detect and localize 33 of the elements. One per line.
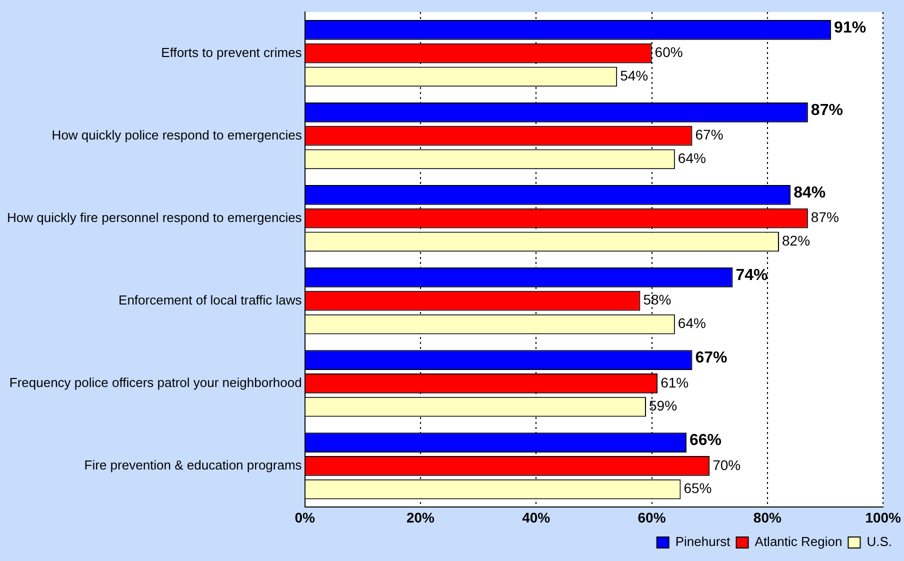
data-label: 87%	[810, 102, 843, 119]
data-label: 58%	[643, 292, 672, 308]
data-label: 66%	[689, 432, 722, 449]
data-label: 91%	[834, 19, 866, 36]
data-label: 61%	[660, 374, 689, 390]
legend-label: Atlantic Region	[754, 534, 842, 550]
data-label: 70%	[712, 456, 741, 473]
legend-label: U.S.	[866, 534, 892, 550]
data-label: 59%	[649, 398, 678, 414]
x-tick-label: 0%	[294, 509, 316, 526]
x-tick-label: 80%	[753, 509, 782, 526]
x-tick-label: 40%	[522, 509, 551, 526]
data-label: 74%	[736, 266, 768, 284]
y-tick-label: Fire prevention & education programs	[84, 458, 302, 473]
x-tick-label: 60%	[638, 509, 666, 526]
data-label: 64%	[678, 150, 706, 166]
y-tick-label: Frequency police officers patrol your neighborhood	[9, 374, 302, 390]
data-label: 87%	[810, 209, 839, 226]
x-tick-label: 100%	[865, 509, 902, 526]
y-tick-label: Efforts to prevent crimes	[161, 44, 302, 60]
y-tick-label: How quickly fire personnel respond to emergencies	[6, 210, 302, 225]
y-tick-label: How quickly police respond to emergencies	[52, 127, 302, 142]
data-label: 82%	[782, 232, 810, 249]
y-tick-label: Enforcement of local traffic laws	[118, 292, 302, 308]
data-label: 64%	[678, 315, 706, 332]
x-tick-label: 20%	[406, 509, 436, 526]
data-label: 54%	[620, 68, 648, 84]
legend-label: Pinehurst	[675, 534, 731, 550]
data-label: 60%	[654, 44, 683, 60]
data-label: 84%	[794, 184, 826, 202]
data-label: 67%	[695, 126, 724, 143]
data-label: 67%	[695, 349, 728, 366]
data-label: 65%	[684, 480, 712, 496]
